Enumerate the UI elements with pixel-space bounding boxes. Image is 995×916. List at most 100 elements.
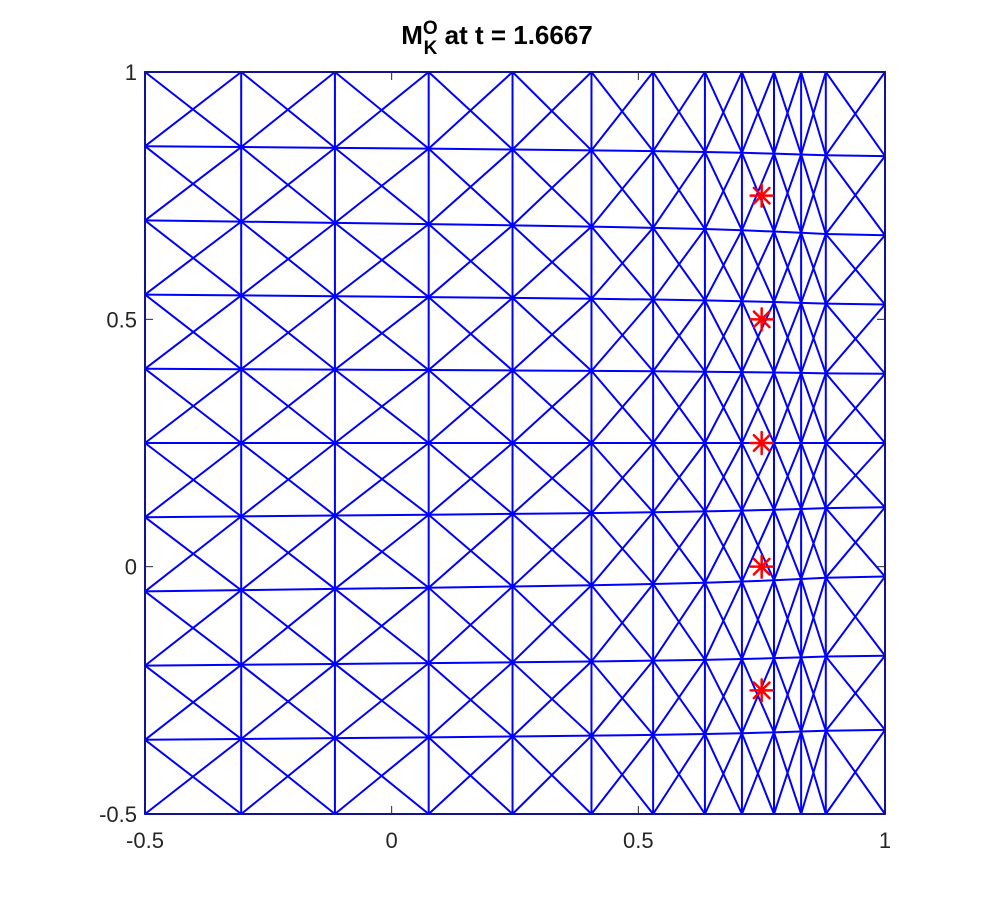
mesh-edge-diagonal — [652, 150, 706, 231]
mesh-edge-horizontal — [144, 737, 243, 741]
mesh-edge-horizontal — [652, 298, 706, 302]
mesh-edge-diagonal — [773, 579, 803, 659]
mesh-edge-diagonal — [240, 442, 336, 517]
y-tick-label: 0 — [125, 555, 137, 580]
x-tick-label: -0.5 — [126, 828, 164, 853]
mesh-edge-horizontal — [144, 515, 243, 519]
mesh-edge-horizontal — [240, 587, 336, 592]
mesh-edge-diagonal — [590, 71, 655, 153]
mesh-edge-diagonal — [703, 299, 743, 374]
mesh-edge-diagonal — [427, 586, 514, 664]
mesh-edge-diagonal — [824, 302, 886, 375]
mesh-edge-horizontal — [652, 510, 706, 514]
mesh-edge-horizontal — [427, 296, 514, 299]
mesh-edge-horizontal — [333, 736, 430, 740]
mesh-edge-horizontal — [240, 514, 336, 518]
mesh-edge-horizontal — [240, 220, 336, 224]
mesh-edge-diagonal — [511, 369, 593, 444]
mesh-edge-diagonal — [652, 733, 706, 815]
mesh-edge-horizontal — [144, 293, 243, 297]
mesh-edge-horizontal — [773, 152, 803, 156]
mesh-edge-horizontal — [511, 296, 593, 300]
mesh-edge-horizontal — [800, 655, 827, 659]
asterisk-stroke — [752, 681, 771, 700]
mesh-edge-horizontal — [800, 301, 827, 305]
mesh-edge-diagonal — [511, 296, 593, 372]
mesh-edge-diagonal — [740, 71, 775, 155]
mesh-edge-diagonal — [824, 442, 886, 509]
mesh-edge-diagonal — [824, 507, 886, 578]
mesh-edge-diagonal — [800, 71, 827, 157]
mesh-edge-horizontal — [144, 219, 243, 223]
mesh-edge-horizontal — [740, 300, 775, 304]
mesh-edge-diagonal — [740, 229, 775, 304]
mesh-edge-horizontal — [800, 153, 827, 157]
mesh-edge-diagonal — [427, 442, 514, 515]
mesh-edge-horizontal — [773, 230, 803, 234]
mesh-edge-horizontal — [824, 506, 886, 510]
mesh-edge-diagonal — [590, 442, 655, 514]
asterisk-marker — [749, 678, 774, 703]
mesh-edge-diagonal — [427, 147, 514, 227]
mesh-edge-horizontal — [773, 301, 803, 304]
mesh-edge-horizontal — [824, 302, 886, 306]
mesh-edge-diagonal — [652, 71, 706, 153]
mesh-edge-horizontal — [427, 585, 514, 589]
mesh-edge-horizontal — [740, 579, 775, 583]
axis-ticks: -0.5 0 0.5 1 -0.5 0 0.5 1 — [99, 60, 891, 853]
asterisk-marker — [749, 554, 774, 579]
mesh-edge-horizontal — [590, 511, 655, 515]
mesh-edge-diagonal — [824, 655, 886, 731]
mesh-edge-diagonal — [240, 146, 336, 224]
mesh-edge-diagonal — [652, 511, 706, 584]
mesh-edge-diagonal — [144, 664, 243, 740]
mesh-edge-horizontal — [427, 735, 514, 739]
mesh-edge-diagonal — [800, 507, 827, 579]
mesh-edge-diagonal — [144, 738, 243, 815]
mesh-edge-diagonal — [144, 71, 243, 149]
mesh-edge-horizontal — [333, 513, 430, 517]
mesh-edge-diagonal — [427, 662, 514, 738]
mesh-edge-diagonal — [333, 442, 430, 516]
mesh-edge-diagonal — [824, 372, 886, 444]
mesh-edge-diagonal — [511, 512, 593, 587]
mesh-edge-horizontal — [590, 149, 655, 153]
mesh-edge-horizontal — [703, 580, 743, 584]
mesh-edge-diagonal — [740, 509, 775, 582]
mesh-edge-diagonal — [652, 226, 706, 302]
mesh-edge-diagonal — [511, 224, 593, 300]
asterisk-stroke — [752, 433, 771, 453]
mesh-edge-diagonal — [427, 223, 514, 299]
mesh-edge-diagonal — [240, 737, 336, 815]
mesh-edge-diagonal — [740, 442, 775, 511]
mesh-edge-diagonal — [773, 731, 803, 815]
mesh-edge-horizontal — [427, 147, 514, 151]
mesh-edge-horizontal — [590, 225, 655, 229]
mesh-edge-diagonal — [773, 152, 803, 234]
mesh-edge-horizontal — [427, 223, 514, 227]
mesh-edge-diagonal — [800, 153, 827, 235]
asterisk-marker — [749, 307, 774, 332]
mesh-edge-horizontal — [740, 731, 775, 735]
mesh-edge-diagonal — [144, 219, 243, 297]
mesh-edge-horizontal — [511, 148, 593, 152]
mesh-edge-horizontal — [800, 729, 827, 733]
mesh-edge-horizontal — [427, 661, 514, 665]
mesh-edge-diagonal — [824, 71, 886, 158]
x-tick-label: 1 — [879, 828, 891, 853]
y-tick-label: 1 — [125, 60, 137, 85]
mesh-edge-horizontal — [511, 584, 593, 588]
mesh-edge-diagonal — [773, 508, 803, 581]
mesh-edge-horizontal — [333, 662, 430, 665]
mesh-edge-horizontal — [652, 733, 706, 736]
mesh-edge-diagonal — [740, 371, 775, 444]
mesh-edge-horizontal — [703, 228, 743, 232]
mesh-edge-horizontal — [652, 150, 706, 153]
mesh-edge-horizontal — [333, 221, 430, 226]
mesh-edge-diagonal — [800, 656, 827, 732]
mesh-edge-horizontal — [740, 508, 775, 512]
mesh-edge-horizontal — [240, 662, 336, 666]
mesh-edge-diagonal — [652, 582, 706, 661]
mesh-edge-diagonal — [240, 368, 336, 444]
